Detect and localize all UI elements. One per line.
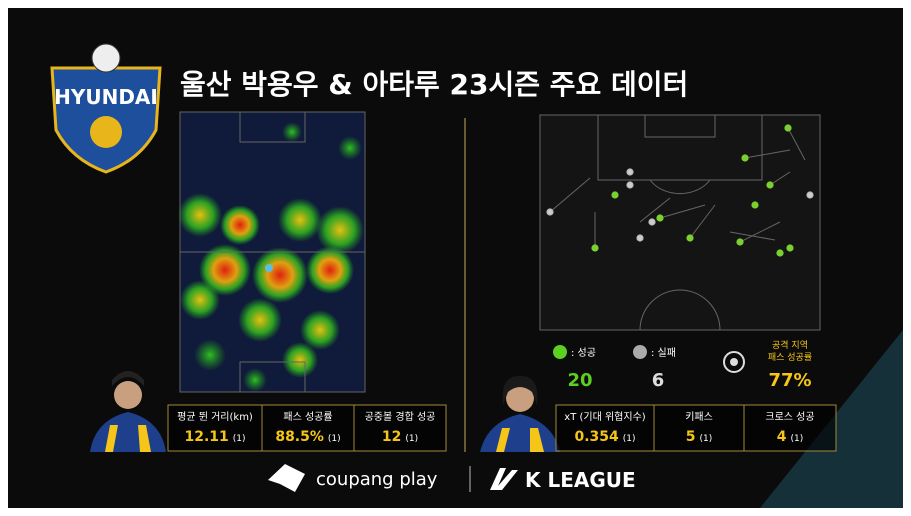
stat-rank: (1) — [623, 434, 636, 444]
rate-value: 77% — [768, 370, 811, 391]
stat-number: 5 — [686, 429, 696, 445]
stat-rank: (1) — [791, 434, 804, 444]
stat-rank: (1) — [233, 434, 246, 444]
stat-number: 4 — [777, 429, 787, 445]
legend-value: 6 — [652, 370, 665, 391]
logo-text: HYUNDAI — [54, 85, 158, 109]
fail-dot — [633, 345, 647, 359]
stat-rank: (1) — [700, 434, 713, 444]
stat-value: 88.5% (1) — [275, 429, 340, 445]
stat-cell — [167, 404, 263, 452]
league-name: K LEAGUE — [525, 468, 636, 492]
stat-number: 12.11 — [184, 429, 228, 445]
stat-value: 5 (1) — [686, 429, 713, 445]
rate-label: 공격 지역 — [772, 339, 808, 351]
heatmap — [178, 111, 366, 393]
stat-label: 평균 뛴 거리(km) — [177, 411, 253, 423]
stat-cell — [743, 404, 837, 452]
stat-box: xT (기대 위협지수) 0.354 (1) 키패스 5 (1) 크로스 성공 4 (1) — [555, 404, 837, 452]
target-icon — [723, 351, 745, 373]
stat-label: xT (기대 위협지수) — [564, 410, 645, 423]
stat-label: 크로스 성공 — [765, 411, 814, 423]
stat-number: 88.5% — [275, 429, 324, 445]
stat-value: 4 (1) — [777, 429, 804, 445]
target-icon — [730, 358, 738, 366]
stat-label: 키패스 — [685, 411, 713, 423]
stat-box: 평균 뛴 거리(km) 12.11 (1) 패스 성공률 88.5% (1) 공중볼 경합 … — [167, 404, 447, 452]
success-dot — [553, 345, 567, 359]
club-logo: HYUNDAI — [50, 43, 162, 174]
stat-number: 12 — [382, 429, 401, 445]
stat-label: 패스 성공률 — [283, 411, 332, 423]
legend-label: : 실패 — [651, 347, 676, 359]
league-logo — [490, 468, 518, 490]
stat-rank: (1) — [328, 434, 341, 444]
legend-label: : 성공 — [571, 347, 596, 359]
legend-value: 20 — [567, 370, 592, 391]
stat-cell — [353, 404, 447, 452]
stat-value: 12 (1) — [382, 429, 418, 445]
stat-cell — [261, 404, 355, 452]
stat-value: 0.354 (1) — [574, 429, 635, 445]
partner-name: coupang play — [316, 469, 438, 490]
pass-map — [539, 114, 821, 331]
stat-rank: (1) — [405, 434, 418, 444]
title: 울산 박용우 & 아타루 23시즌 주요 데이터 — [180, 68, 688, 101]
partner-logo — [268, 464, 305, 492]
rate-label: 패스 성공률 — [768, 352, 812, 363]
stat-value: 12.11 (1) — [184, 429, 245, 445]
stat-number: 0.354 — [574, 429, 619, 445]
stat-label: 공중볼 경합 성공 — [365, 410, 436, 423]
stat-cell — [555, 404, 655, 452]
player-photo — [90, 371, 166, 452]
player-photo — [480, 375, 560, 452]
